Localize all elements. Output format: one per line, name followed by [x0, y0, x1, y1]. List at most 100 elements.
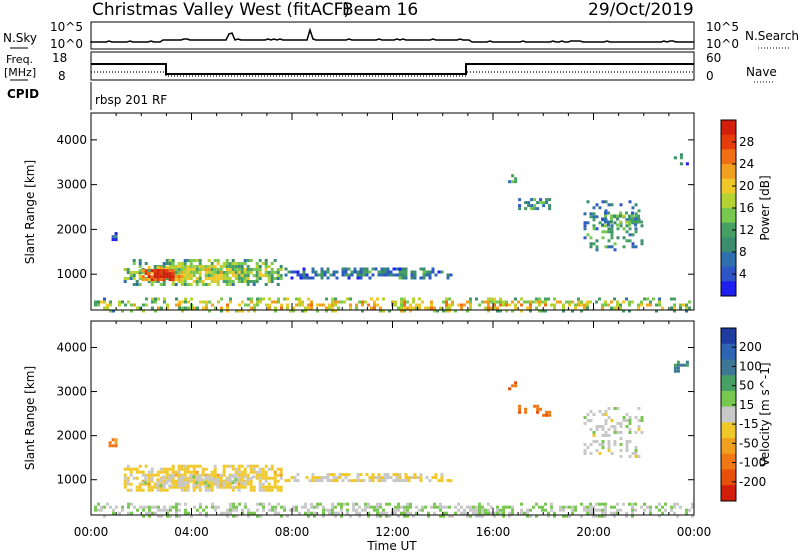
- velocity-cell: [580, 502, 583, 506]
- velocity-cell: [604, 508, 607, 512]
- power-cell: [550, 303, 553, 307]
- velocity-cell: [353, 479, 357, 483]
- power-cell: [574, 306, 577, 310]
- velocity-cell: [358, 511, 361, 515]
- power-cell: [311, 267, 315, 271]
- velocity-cell: [328, 511, 331, 515]
- velocity-cell: [234, 475, 238, 479]
- power-cell: [162, 280, 166, 283]
- power-cell: [162, 265, 166, 268]
- power-cell: [157, 306, 160, 310]
- power-cell: [640, 303, 643, 307]
- power-cell: [404, 276, 408, 280]
- velocity-cell: [249, 476, 253, 480]
- velocity-cell: [264, 470, 268, 474]
- velocity-cell: [619, 431, 623, 434]
- power-cell: [430, 303, 433, 307]
- velocity-cell: [292, 505, 295, 509]
- power-cell: [213, 277, 217, 280]
- power-cell: [231, 262, 235, 265]
- velocity-cell: [550, 502, 553, 506]
- power-cell: [151, 297, 154, 301]
- velocity-cell: [616, 407, 620, 410]
- velocity-cell: [249, 482, 253, 486]
- velocity-cell: [154, 505, 157, 509]
- power-cell: [448, 303, 451, 307]
- power-cell: [359, 276, 363, 280]
- power-cell: [487, 300, 490, 304]
- nsky-label: N.Sky: [3, 31, 37, 45]
- power-cell: [401, 273, 405, 277]
- velocity-cell: [368, 479, 372, 483]
- power-cell: [544, 309, 547, 313]
- nave-tick-high: 60: [706, 51, 721, 65]
- power-cell: [304, 306, 307, 310]
- power-cell: [246, 277, 250, 280]
- velocity-cell: [679, 505, 682, 509]
- velocity-cell: [398, 473, 402, 477]
- power-cell: [403, 309, 406, 313]
- velocity-cell: [148, 505, 151, 509]
- power-cell: [298, 297, 301, 301]
- velocity-cell: [168, 478, 172, 482]
- velocity-cell: [673, 511, 676, 515]
- power-cell: [159, 266, 163, 270]
- power-cell: [186, 265, 190, 268]
- power-cell: [249, 280, 253, 283]
- velocity-cell: [223, 511, 226, 515]
- power-cell: [544, 297, 547, 301]
- velocity-cell: [376, 514, 379, 518]
- power-cell: [165, 275, 169, 279]
- power-cell: [539, 201, 543, 205]
- power-cell: [634, 230, 638, 234]
- velocity-cell: [643, 508, 646, 512]
- power-cell: [499, 297, 502, 301]
- velocity-cell: [598, 425, 602, 428]
- power-cell: [373, 303, 376, 307]
- velocity-cell: [199, 511, 202, 515]
- velocity-cell: [202, 508, 205, 512]
- velocity-cell: [595, 502, 598, 506]
- power-cell: [171, 266, 175, 270]
- velocity-cell: [217, 505, 220, 509]
- velocity-cell: [658, 502, 661, 506]
- power-cell: [610, 217, 613, 221]
- velocity-cell: [673, 502, 676, 506]
- velocity-cell: [637, 407, 641, 410]
- power-cell: [371, 267, 375, 271]
- power-cell: [138, 277, 142, 280]
- velocity-cell: [308, 479, 312, 483]
- velocity-cell: [150, 476, 154, 480]
- velocity-cell: [162, 482, 166, 486]
- velocity-cell: [165, 488, 169, 492]
- power-cell: [634, 245, 638, 249]
- velocity-cell: [174, 481, 178, 485]
- velocity-cell: [237, 464, 241, 468]
- power-cell: [601, 303, 604, 307]
- velocity-cell: [180, 475, 184, 479]
- velocity-cell: [329, 473, 333, 477]
- velocity-cell: [388, 514, 391, 518]
- velocity-cell: [222, 464, 226, 468]
- power-cell: [397, 306, 400, 310]
- power-cell: [628, 239, 632, 243]
- velocity-cell: [616, 422, 620, 425]
- power-cell: [287, 270, 291, 274]
- power-cell: [539, 198, 543, 202]
- power-cell: [231, 271, 235, 274]
- velocity-cell: [475, 511, 478, 515]
- power-cell: [141, 269, 145, 273]
- velocity-colorbar-segment: [721, 438, 736, 455]
- power-colorbar-segment: [721, 208, 736, 224]
- velocity-cell: [571, 511, 574, 515]
- power-cell: [412, 297, 415, 301]
- velocity-cell: [189, 464, 193, 468]
- velocity-cell: [258, 476, 262, 480]
- velocity-cell: [243, 481, 247, 485]
- velocity-cell: [240, 485, 244, 489]
- velocity-cell: [249, 467, 253, 471]
- velocity-cell: [395, 479, 399, 483]
- velocity-cell: [673, 505, 676, 509]
- power-cell: [132, 274, 136, 277]
- velocity-cell: [180, 488, 184, 492]
